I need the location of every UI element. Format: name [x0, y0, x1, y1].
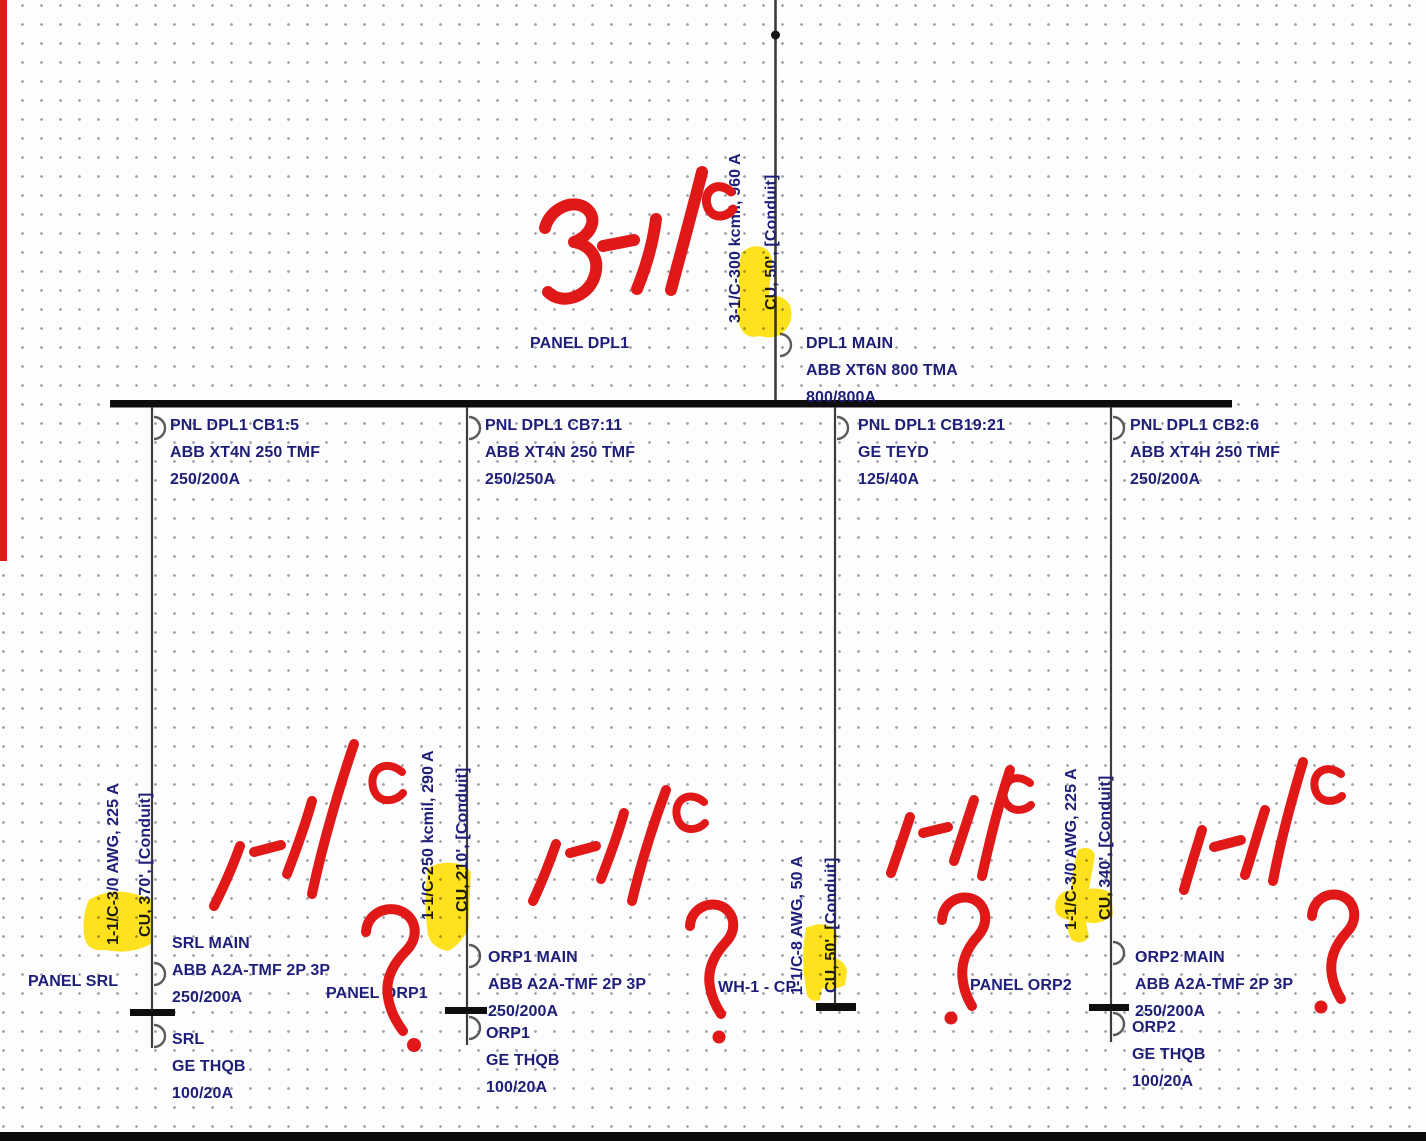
branch4-breaker-model: ABB XT4H 250 TMF: [1130, 444, 1281, 461]
panel-bus-srl-icon: [130, 1009, 175, 1016]
bottom-edge-bar: [0, 1132, 1426, 1141]
branch3-breaker-model: GE TEYD: [858, 444, 929, 461]
srl-feeder-block: SRL GE THQB 100/20A: [172, 1026, 246, 1107]
load-terminal-icon: [816, 1003, 856, 1011]
annotation-3-1c: [539, 166, 738, 305]
dpl1-main-rating: 800/800A: [806, 389, 877, 406]
highlight-utility-cable: [737, 246, 792, 338]
breaker-icon-dpl1-main: [779, 332, 793, 358]
breaker-icon-srl-feeder: [153, 1023, 167, 1049]
orp1-feeder-block: ORP1 GE THQB 100/20A: [486, 1020, 560, 1101]
panel-bus-orp2-icon: [1089, 1004, 1129, 1011]
panel-dpl1-label: PANEL DPL1: [530, 335, 630, 352]
orp2-main-model: ABB A2A-TMF 2P 3P: [1135, 976, 1294, 993]
orp1-main-rating: 250/200A: [488, 1003, 559, 1020]
branch3-breaker-block: PNL DPL1 CB19:21 GE TEYD 125/40A: [858, 412, 1005, 493]
highlight-branch1-cable: [83, 891, 151, 952]
orp2-feeder-model: GE THQB: [1132, 1046, 1206, 1063]
breaker-icon-cb19-21: [836, 415, 850, 441]
branch1-breaker-model: ABB XT4N 250 TMF: [170, 444, 321, 461]
srl-main-block: SRL MAIN ABB A2A-TMF 2P 3P 250/200A: [172, 930, 330, 1011]
breaker-icon-orp2-feeder: [1112, 1011, 1126, 1037]
panel-orp2-label: PANEL ORP2: [970, 977, 1072, 994]
orp1-feeder-rating: 100/20A: [486, 1079, 548, 1096]
branch3-breaker-rating: 125/40A: [858, 471, 920, 488]
highlight-branch2-cable: [425, 862, 471, 951]
breaker-icon-orp2-main: [1112, 940, 1126, 966]
dpl1-main-name: DPL1 MAIN: [806, 335, 894, 352]
orp1-main-model: ABB A2A-TMF 2P 3P: [488, 976, 647, 993]
annotation-1-1c-2: [528, 785, 739, 1044]
highlight-branch3-cable: [803, 924, 847, 1001]
panel-bus-orp1-icon: [445, 1007, 487, 1014]
orp2-main-block: ORP2 MAIN ABB A2A-TMF 2P 3P 250/200A: [1135, 944, 1293, 1025]
annotation-1-1c-4: [1179, 757, 1360, 1014]
breaker-icon-orp1-main: [468, 943, 482, 969]
orp1-main-name: ORP1 MAIN: [488, 949, 578, 966]
branch1-breaker-rating: 250/200A: [170, 471, 241, 488]
branch1-breaker-block: PNL DPL1 CB1:5 ABB XT4N 250 TMF 250/200A: [170, 412, 320, 493]
srl-main-name: SRL MAIN: [172, 935, 250, 952]
branch4-breaker-block: PNL DPL1 CB2:6 ABB XT4H 250 TMF 250/200A: [1130, 412, 1280, 493]
branch4-breaker-rating: 250/200A: [1130, 471, 1201, 488]
orp2-main-name: ORP2 MAIN: [1135, 949, 1225, 966]
breaker-icon-cb7-11: [468, 415, 482, 441]
orp1-feeder-name: ORP1: [486, 1025, 530, 1042]
srl-feeder-rating: 100/20A: [172, 1085, 234, 1102]
panel-orp1-label: PANEL ORP1: [326, 985, 428, 1002]
orp2-feeder-rating: 100/20A: [1132, 1073, 1194, 1090]
branch2-breaker-block: PNL DPL1 CB7:11 ABB XT4N 250 TMF 250/250…: [485, 412, 635, 493]
branch2-breaker-id: PNL DPL1 CB7:11: [485, 417, 623, 434]
red-edge-stroke: [0, 0, 7, 561]
orp2-feeder-block: ORP2 GE THQB 100/20A: [1132, 1014, 1206, 1095]
panel-srl-label: PANEL SRL: [28, 973, 119, 990]
branch2-breaker-rating: 250/250A: [485, 471, 556, 488]
srl-main-model: ABB A2A-TMF 2P 3P: [172, 962, 331, 979]
bus-bar: [110, 400, 1232, 408]
breaker-icon-cb1-5: [153, 415, 167, 441]
orp2-feeder-name: ORP2: [1132, 1019, 1176, 1036]
wh1-load-label: WH-1 - CP: [718, 979, 797, 996]
srl-main-rating: 250/200A: [172, 989, 243, 1006]
srl-feeder-model: GE THQB: [172, 1058, 246, 1075]
branch1-breaker-id: PNL DPL1 CB1:5: [170, 417, 300, 434]
annotation-1-1c-1: [209, 739, 421, 1052]
branch2-breaker-model: ABB XT4N 250 TMF: [485, 444, 636, 461]
highlight-branch4-cable: [1055, 847, 1113, 943]
srl-feeder-name: SRL: [172, 1031, 205, 1048]
branch3-breaker-id: PNL DPL1 CB19:21: [858, 417, 1006, 434]
dpl1-main-block: DPL1 MAIN ABB XT6N 800 TMA 800/800A: [806, 330, 958, 411]
breaker-icon-orp1-feeder: [468, 1015, 482, 1041]
breaker-icons: [153, 332, 1126, 1049]
orp1-main-block: ORP1 MAIN ABB A2A-TMF 2P 3P 250/200A: [488, 944, 646, 1025]
dpl1-main-model: ABB XT6N 800 TMA: [806, 362, 958, 379]
orp2-main-rating: 250/200A: [1135, 1003, 1206, 1020]
orp1-feeder-model: GE THQB: [486, 1052, 560, 1069]
branch4-breaker-id: PNL DPL1 CB2:6: [1130, 417, 1260, 434]
breaker-icon-cb2-6: [1112, 415, 1126, 441]
annotation-1-1c-3: [886, 765, 1035, 1025]
junction-node-icon: [771, 30, 780, 40]
breaker-icon-srl-main: [153, 961, 167, 987]
